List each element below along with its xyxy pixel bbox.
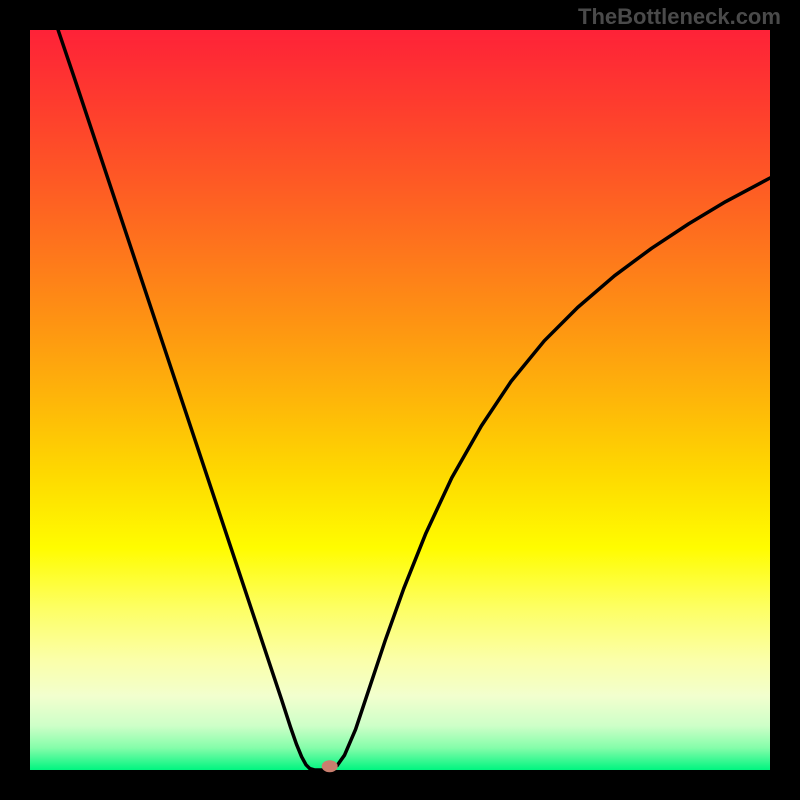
bottleneck-curve	[58, 30, 770, 770]
chart-frame: TheBottleneck.com	[0, 0, 800, 800]
curve-layer	[0, 0, 800, 800]
watermark-text: TheBottleneck.com	[578, 4, 781, 30]
optimal-point-marker	[322, 760, 338, 772]
